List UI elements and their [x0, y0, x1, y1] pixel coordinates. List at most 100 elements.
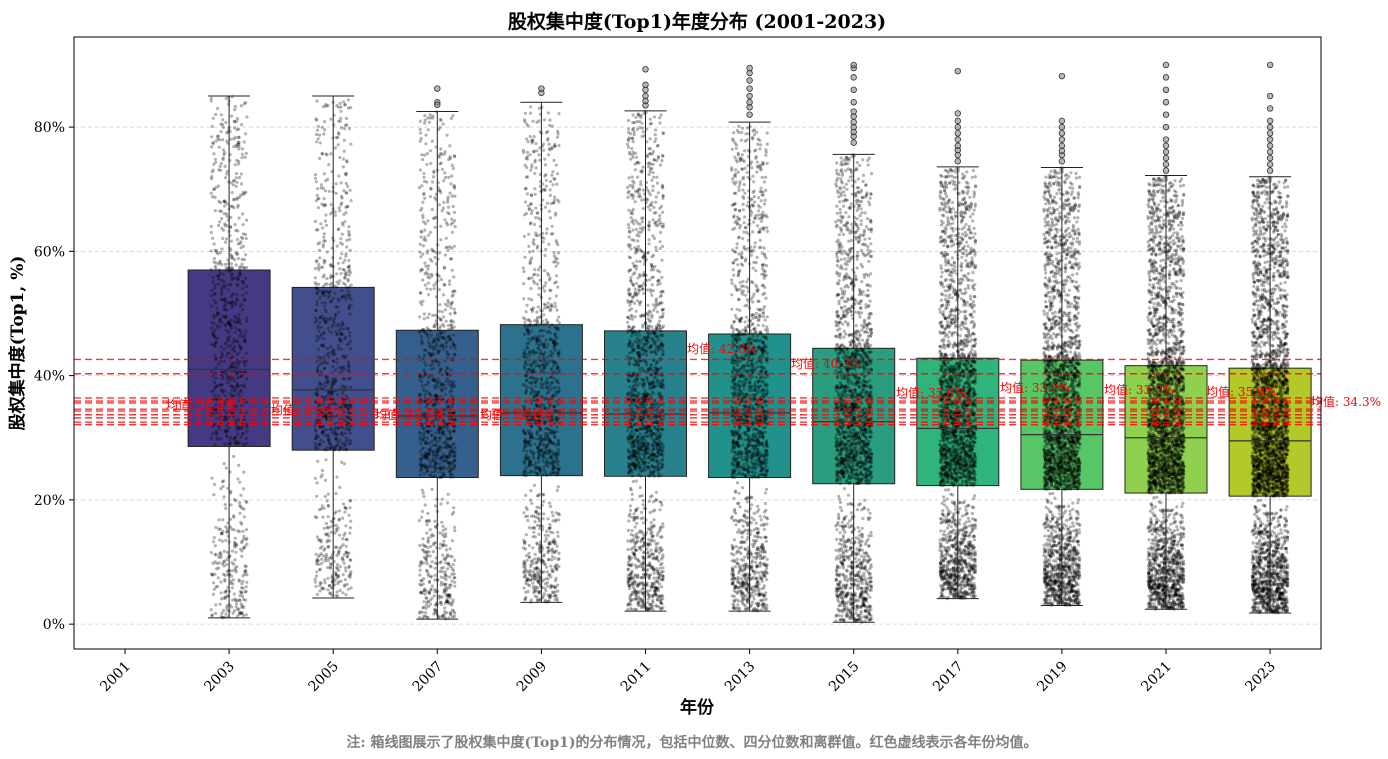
point [421, 278, 425, 282]
point [538, 366, 542, 370]
point [220, 382, 224, 387]
point [231, 598, 235, 602]
point [419, 229, 423, 233]
point [327, 351, 331, 355]
point [213, 283, 217, 287]
point [449, 306, 453, 310]
point [235, 117, 240, 121]
point [223, 199, 227, 203]
point [653, 508, 657, 512]
point [547, 123, 552, 128]
point [233, 545, 237, 549]
point [555, 336, 559, 340]
point [425, 429, 429, 433]
point [334, 182, 338, 186]
point [316, 459, 320, 463]
point [222, 549, 226, 554]
point [523, 163, 527, 167]
point [223, 394, 227, 398]
point [448, 612, 453, 616]
point [648, 208, 652, 212]
point [237, 607, 241, 611]
point [554, 393, 558, 397]
point [448, 282, 452, 286]
point [330, 430, 334, 434]
point [245, 500, 249, 504]
point [552, 250, 556, 255]
point [343, 578, 347, 582]
point [552, 594, 556, 598]
point [552, 177, 556, 181]
point [429, 544, 433, 549]
point [236, 205, 240, 209]
point [660, 258, 664, 262]
point [244, 570, 248, 574]
point [235, 427, 239, 432]
point [542, 512, 546, 516]
point [341, 447, 346, 451]
point [229, 262, 233, 266]
point [432, 287, 436, 291]
point [556, 447, 560, 451]
point [322, 548, 326, 552]
point [452, 307, 456, 311]
point [545, 570, 549, 574]
point [417, 355, 421, 359]
point [652, 518, 656, 522]
point [214, 139, 218, 143]
point [232, 562, 236, 566]
point [235, 237, 240, 242]
point [346, 277, 350, 281]
point [334, 313, 338, 318]
point [328, 565, 332, 569]
point [452, 154, 456, 158]
point [336, 563, 340, 567]
point [424, 331, 428, 335]
point [319, 334, 323, 338]
point [527, 232, 531, 236]
point [342, 365, 346, 369]
point [422, 431, 426, 435]
point [433, 608, 438, 612]
point [324, 428, 328, 432]
point [651, 289, 656, 293]
point [556, 261, 560, 265]
point [542, 371, 546, 375]
point [627, 440, 631, 444]
point [419, 268, 423, 272]
point [334, 368, 338, 372]
point [236, 442, 240, 446]
point [549, 337, 553, 341]
point [220, 263, 224, 267]
point [437, 155, 441, 159]
point [439, 224, 443, 228]
point [349, 270, 353, 275]
point [438, 462, 442, 466]
point [435, 449, 439, 453]
point [551, 183, 555, 187]
point [341, 516, 345, 520]
point [329, 316, 333, 320]
point [348, 499, 352, 503]
point [528, 135, 532, 139]
point [235, 196, 239, 200]
point [535, 570, 539, 575]
point [640, 135, 644, 139]
point [521, 316, 526, 320]
point [419, 583, 423, 587]
point [223, 297, 227, 301]
point [652, 115, 657, 119]
point [532, 525, 536, 529]
point [439, 560, 443, 564]
point [434, 444, 438, 448]
point [341, 281, 346, 285]
point [547, 142, 551, 146]
boxes [187, 269, 1312, 497]
point [213, 336, 217, 340]
point [658, 508, 662, 512]
point [337, 509, 342, 513]
point [230, 255, 234, 259]
point [436, 428, 440, 432]
point [450, 462, 454, 466]
point [429, 588, 433, 592]
